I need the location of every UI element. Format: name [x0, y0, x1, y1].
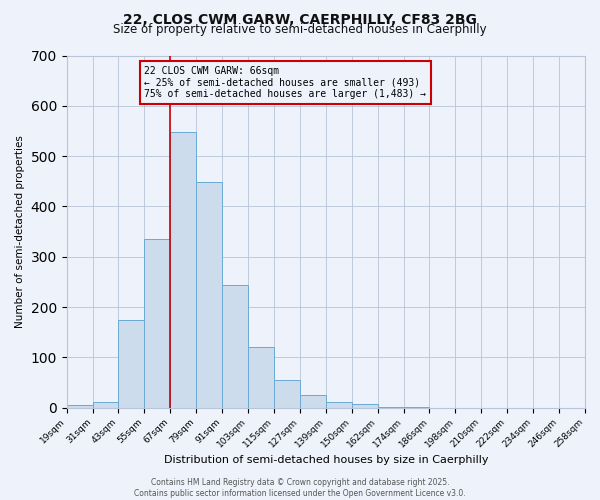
Bar: [352, 404, 377, 407]
Bar: [196, 182, 222, 408]
Bar: [300, 395, 326, 407]
Bar: [404, 407, 430, 408]
Bar: [274, 380, 300, 407]
Bar: [118, 320, 145, 408]
Bar: [248, 348, 274, 408]
Text: 22, CLOS CWM GARW, CAERPHILLY, CF83 2BG: 22, CLOS CWM GARW, CAERPHILLY, CF83 2BG: [123, 12, 477, 26]
Text: Contains HM Land Registry data © Crown copyright and database right 2025.
Contai: Contains HM Land Registry data © Crown c…: [134, 478, 466, 498]
Bar: [67, 405, 92, 407]
Text: Size of property relative to semi-detached houses in Caerphilly: Size of property relative to semi-detach…: [113, 22, 487, 36]
Y-axis label: Number of semi-detached properties: Number of semi-detached properties: [15, 135, 25, 328]
Text: 22 CLOS CWM GARW: 66sqm
← 25% of semi-detached houses are smaller (493)
75% of s: 22 CLOS CWM GARW: 66sqm ← 25% of semi-de…: [145, 66, 427, 100]
Bar: [170, 132, 196, 407]
Bar: [145, 239, 170, 408]
Bar: [222, 286, 248, 408]
X-axis label: Distribution of semi-detached houses by size in Caerphilly: Distribution of semi-detached houses by …: [164, 455, 488, 465]
Bar: [92, 402, 118, 407]
Bar: [326, 402, 352, 407]
Bar: [377, 406, 404, 408]
